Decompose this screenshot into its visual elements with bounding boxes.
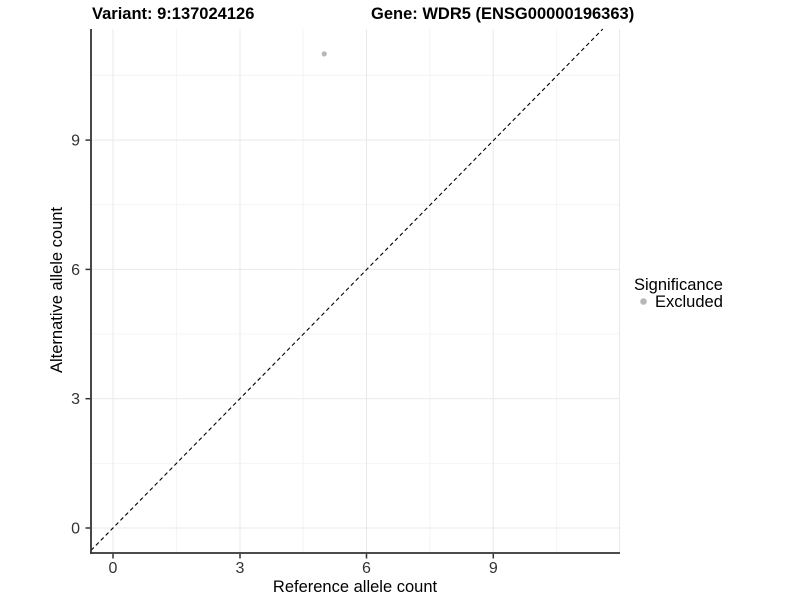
gene-title: Gene: WDR5 (ENSG00000196363) — [371, 5, 635, 23]
data-point — [321, 51, 327, 57]
tick-marks — [85, 139, 495, 559]
legend-label-excluded: Excluded — [655, 293, 723, 311]
data-points-layer — [321, 51, 327, 57]
legend-key-excluded-dot — [640, 298, 647, 305]
y-tick-3: 3 — [71, 391, 80, 408]
variant-title: Variant: 9:137024126 — [92, 5, 255, 23]
y-axis-title: Alternative allele count — [48, 207, 66, 373]
axis-lines — [90, 29, 620, 554]
legend: Significance Excluded — [634, 276, 723, 311]
y-tick-6: 6 — [71, 262, 80, 279]
x-tick-0: 0 — [109, 560, 118, 577]
x-tick-labels: 0 3 6 9 — [109, 560, 498, 577]
y-tick-0: 0 — [71, 521, 80, 538]
y-tick-9: 9 — [71, 133, 80, 150]
grid-minor — [91, 29, 620, 553]
x-axis-title: Reference allele count — [273, 578, 438, 596]
x-tick-6: 6 — [362, 560, 371, 577]
grid-major — [91, 29, 620, 553]
legend-title: Significance — [634, 276, 723, 294]
identity-reference-line — [90, 28, 604, 551]
x-tick-3: 3 — [236, 560, 245, 577]
y-tick-labels: 0 3 6 9 — [71, 133, 80, 538]
x-tick-9: 9 — [489, 560, 498, 577]
